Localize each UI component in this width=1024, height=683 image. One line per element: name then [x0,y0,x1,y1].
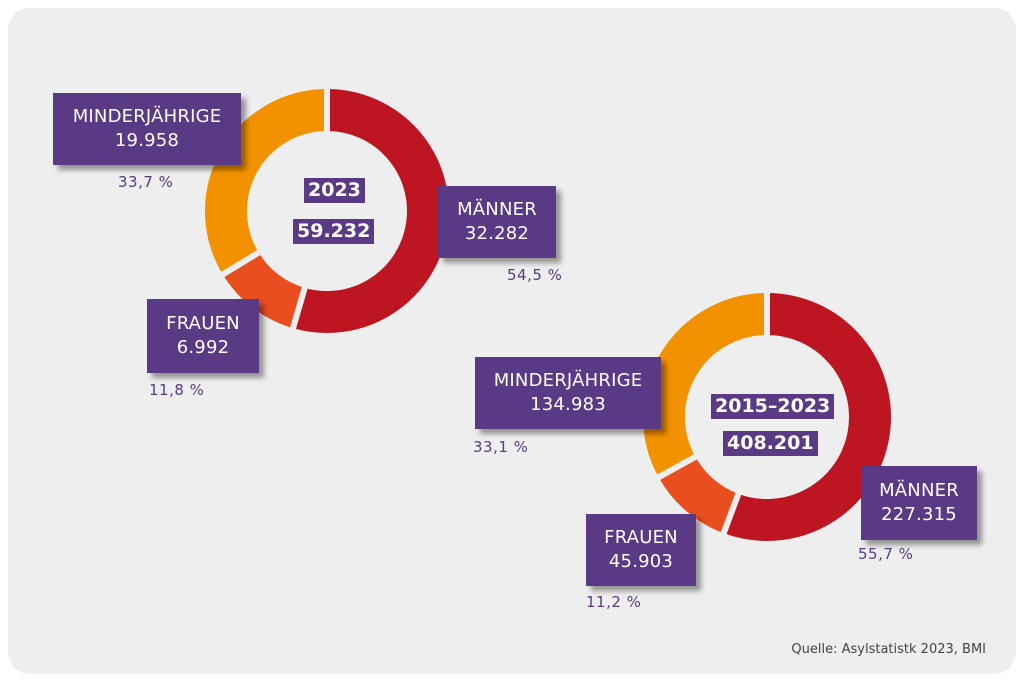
slice-value: 134.983 [530,394,606,415]
center-year-2015-2023: 2015–2023 [711,394,835,419]
slice-value: 45.903 [608,551,674,572]
percent-minderjaehrige-2015-2023: 33,1 % [473,438,529,456]
percent-maenner-2015-2023: 55,7 % [858,545,914,563]
donut-slice-maenner [718,286,897,547]
label-frauen-2023: FRAUEN 6.992 [147,299,259,373]
percent-frauen-2023: 11,8 % [149,381,205,399]
donut-slice-maenner [288,82,455,339]
source-note: Quelle: Asylstatistk 2023, BMI [791,642,986,657]
label-maenner-2015-2023: MÄNNER 227.315 [861,466,977,540]
center-total-2023: 59.232 [293,219,375,244]
percent-frauen-2015-2023: 11,2 % [586,593,642,611]
label-frauen-2015-2023: FRAUEN 45.903 [586,514,696,586]
center-total-2015-2023: 408.201 [723,431,818,456]
label-minderjaehrige-2023: MINDERJÄHRIGE 19.958 [53,93,241,165]
center-year-2023: 2023 [304,178,365,203]
percent-maenner-2023: 54,5 % [507,266,563,284]
percent-minderjaehrige-2023: 33,7 % [118,173,174,191]
slice-name: MÄNNER [879,480,959,501]
slice-value: 19.958 [114,130,180,151]
label-maenner-2023: MÄNNER 32.282 [438,186,556,258]
slice-name: FRAUEN [166,313,240,334]
slice-value: 6.992 [176,337,230,358]
slice-name: MÄNNER [457,199,537,220]
slice-name: MINDERJÄHRIGE [493,370,643,391]
label-minderjaehrige-2015-2023: MINDERJÄHRIGE 134.983 [475,357,661,429]
slice-name: FRAUEN [604,527,678,548]
slice-value: 227.315 [881,504,957,525]
slice-name: MINDERJÄHRIGE [72,106,222,127]
slice-value: 32.282 [464,223,530,244]
